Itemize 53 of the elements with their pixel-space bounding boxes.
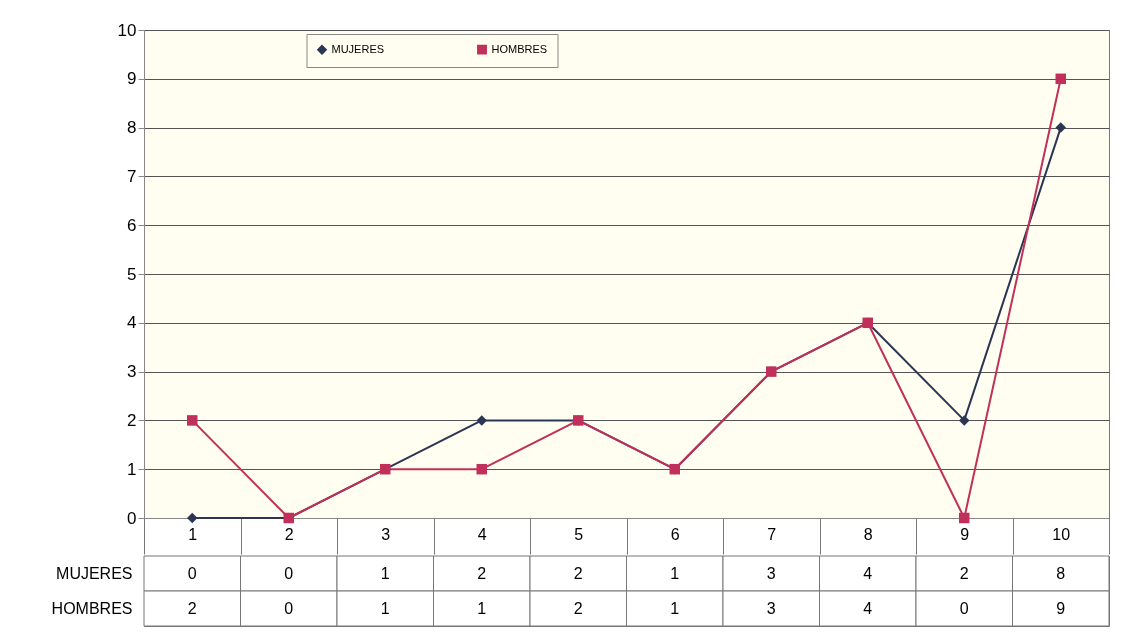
data-label: 0 xyxy=(284,599,294,617)
data-label: 9 xyxy=(1056,599,1066,617)
point xyxy=(1055,73,1066,85)
data-label: 8 xyxy=(1056,564,1066,582)
data-label: 0 xyxy=(284,564,294,582)
point xyxy=(959,415,970,426)
data-label: 1 xyxy=(477,599,487,617)
data-label: 0 xyxy=(959,599,969,617)
x-tick-label: 1 xyxy=(188,525,198,543)
y-tick-label: 9 xyxy=(127,69,137,89)
point xyxy=(187,415,198,426)
y-tick-label: 3 xyxy=(127,362,137,382)
y-tick-label: 7 xyxy=(127,166,137,186)
legend-label: HOMBRES xyxy=(491,42,548,55)
data-label: 2 xyxy=(959,564,969,582)
x-tick-label: 8 xyxy=(863,525,873,543)
data-label: 2 xyxy=(477,564,487,582)
data-label: 1 xyxy=(380,564,390,582)
text: MUJERES xyxy=(56,564,133,582)
x-tick-label: 3 xyxy=(381,525,391,543)
y-tick-label: 6 xyxy=(127,215,137,235)
point xyxy=(476,415,487,426)
data-label: 4 xyxy=(863,599,873,617)
data-label: 1 xyxy=(670,564,680,582)
point xyxy=(187,512,198,524)
x-tick-label: 4 xyxy=(477,525,487,543)
point xyxy=(1055,122,1066,133)
x-tick-label: 7 xyxy=(767,525,777,543)
data-label: 2 xyxy=(573,599,583,617)
y-tick-label: 1 xyxy=(127,459,137,479)
point xyxy=(959,512,970,524)
data-label: 2 xyxy=(187,599,197,617)
x-tick-label: 9 xyxy=(960,525,970,543)
data-label: 2 xyxy=(573,564,583,582)
y-tick-label: 5 xyxy=(127,264,137,284)
x-tick-label: 10 xyxy=(1052,525,1071,543)
data-label: 1 xyxy=(670,599,680,617)
point xyxy=(476,463,487,475)
y-tick-label: 8 xyxy=(127,118,137,138)
y-tick-label: 0 xyxy=(127,508,137,528)
legend-label: MUJERES xyxy=(331,42,385,55)
y-tick-label: 10 xyxy=(117,20,137,40)
x-tick-label: 5 xyxy=(574,525,584,543)
y-tick-label: 2 xyxy=(127,410,137,430)
x-tick-label: 2 xyxy=(284,525,294,543)
data-label: 3 xyxy=(766,599,776,617)
x-tick-label: 6 xyxy=(670,525,680,543)
data-label: 1 xyxy=(380,599,390,617)
data-label: 0 xyxy=(187,564,197,582)
y-tick-label: 4 xyxy=(127,313,137,333)
data-label: 4 xyxy=(863,564,873,582)
data-label: 3 xyxy=(766,564,776,582)
text: HOMBRES xyxy=(51,599,133,617)
